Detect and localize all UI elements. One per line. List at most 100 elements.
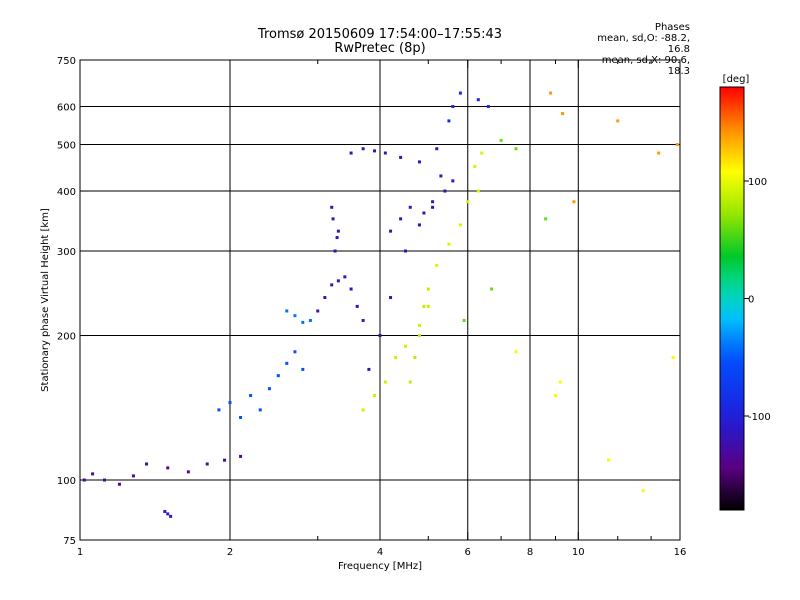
data-point (417, 223, 421, 227)
data-point (331, 217, 335, 221)
data-point (462, 318, 466, 322)
data-point (473, 164, 477, 168)
data-point (439, 174, 443, 178)
data-point (417, 160, 421, 164)
data-point (308, 318, 312, 322)
data-point (367, 367, 371, 371)
data-point (383, 151, 387, 155)
colorbar-tick-label: 100 (748, 177, 767, 188)
data-point (476, 189, 480, 193)
data-point (249, 394, 253, 398)
data-point (422, 304, 426, 308)
data-point (103, 478, 107, 482)
data-point (514, 147, 518, 151)
data-point (572, 200, 576, 204)
data-point (403, 249, 407, 253)
data-point (417, 323, 421, 327)
colorbar-tick-label: 0 (748, 295, 754, 306)
data-point (447, 119, 451, 123)
data-point (435, 263, 439, 267)
data-point (657, 151, 661, 155)
data-point (293, 314, 297, 318)
data-point (641, 489, 645, 493)
data-point (422, 211, 426, 215)
y-tick-label: 500 (57, 141, 76, 152)
data-point (335, 236, 339, 240)
data-point (417, 334, 421, 338)
data-point (403, 344, 407, 348)
data-point (166, 466, 170, 470)
data-point (607, 458, 611, 462)
data-point (383, 380, 387, 384)
data-point (675, 143, 679, 147)
data-point (514, 350, 518, 354)
data-point (117, 482, 121, 486)
y-tick-label: 75 (63, 536, 76, 547)
data-point (301, 367, 305, 371)
data-point (389, 296, 393, 300)
data-point (486, 105, 490, 109)
y-tick-label: 400 (57, 187, 76, 198)
x-tick-label: 2 (227, 547, 233, 558)
data-point (343, 275, 347, 279)
data-point (336, 279, 340, 283)
data-point (186, 470, 190, 474)
data-point (301, 320, 305, 324)
data-point (413, 355, 417, 359)
data-point (451, 179, 455, 183)
data-point (373, 149, 377, 153)
data-point (671, 355, 675, 359)
y-tick-label: 300 (57, 247, 76, 258)
data-point (447, 242, 451, 246)
data-point (408, 205, 412, 209)
y-tick-label: 600 (57, 103, 76, 114)
data-point (426, 287, 430, 291)
chart-title: Tromsø 20150609 17:54:00–17:55:43 (257, 27, 503, 42)
data-point (285, 309, 289, 313)
data-point (394, 355, 398, 359)
data-point (267, 387, 271, 391)
data-point (553, 394, 557, 398)
data-point (205, 462, 209, 466)
y-tick-label: 750 (57, 56, 76, 67)
data-point (258, 408, 262, 412)
data-point (91, 472, 95, 476)
x-tick-label: 4 (377, 547, 383, 558)
data-point (336, 229, 340, 233)
data-point (349, 151, 353, 155)
data-point (145, 462, 149, 466)
colorbar-tick-label: -100 (748, 412, 771, 423)
data-point (333, 249, 337, 253)
chart-subtitle: RwPretec (8p) (334, 41, 426, 56)
x-tick-label: 10 (572, 547, 585, 558)
data-point (239, 415, 243, 419)
data-point (399, 217, 403, 221)
y-tick-label: 100 (57, 476, 76, 487)
data-point (82, 478, 86, 482)
data-point (499, 138, 503, 142)
phases-o-stats: mean, sd,O: -88.2, 16.8 (597, 33, 690, 55)
data-point (443, 189, 447, 193)
data-point (131, 474, 135, 478)
data-point (451, 105, 455, 109)
data-point (239, 454, 243, 458)
data-point (378, 334, 382, 338)
y-tick-label: 200 (57, 332, 76, 343)
data-point (431, 205, 435, 209)
data-point (217, 408, 221, 412)
data-point (361, 147, 365, 151)
data-point (466, 200, 470, 204)
data-point (361, 408, 365, 412)
data-point (285, 361, 289, 365)
data-point (276, 374, 280, 378)
data-point (426, 304, 430, 308)
data-point (330, 283, 334, 287)
data-point (490, 287, 494, 291)
data-point (431, 200, 435, 204)
x-tick-label: 1 (77, 547, 83, 558)
data-point (373, 394, 377, 398)
colorbar-label: [deg] (723, 74, 750, 85)
data-point (316, 309, 320, 313)
x-tick-label: 8 (527, 547, 533, 558)
